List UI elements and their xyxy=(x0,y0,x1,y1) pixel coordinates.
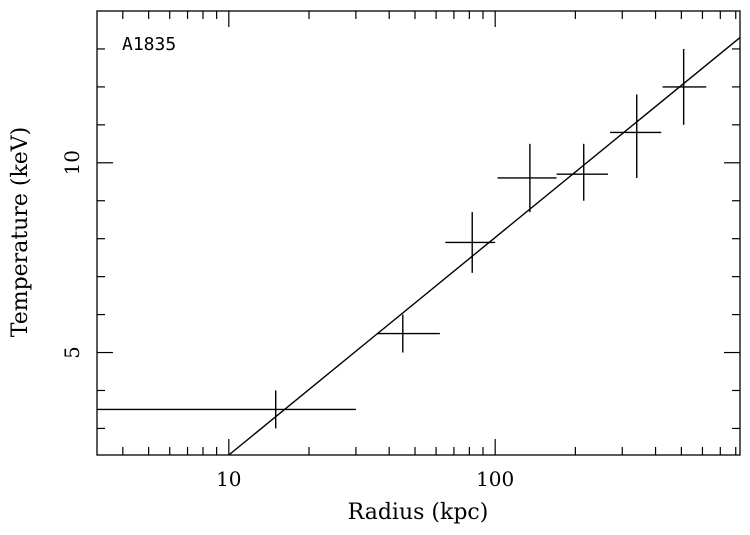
data-point xyxy=(445,212,496,273)
x-axis-label: Radius (kpc) xyxy=(348,500,489,525)
plot-frame xyxy=(96,10,741,456)
data-point xyxy=(497,143,557,213)
y-axis-label: Temperature (keV) xyxy=(8,127,33,338)
x-tick-label: 10 xyxy=(216,467,241,491)
axis-ticks xyxy=(97,11,740,455)
fit-line-group xyxy=(228,37,741,456)
tick-labels: 10 100 5 10 xyxy=(60,150,514,491)
data-point xyxy=(376,314,440,353)
data-point xyxy=(662,48,707,125)
y-tick-label: 5 xyxy=(60,346,84,359)
fit-line xyxy=(228,37,741,456)
data-point xyxy=(556,143,608,201)
data-points xyxy=(97,48,707,429)
data-point xyxy=(97,390,356,429)
data-point xyxy=(610,94,662,178)
annotation-label: A1835 xyxy=(122,34,176,55)
y-tick-label: 10 xyxy=(60,150,84,175)
x-tick-label: 100 xyxy=(476,467,514,491)
